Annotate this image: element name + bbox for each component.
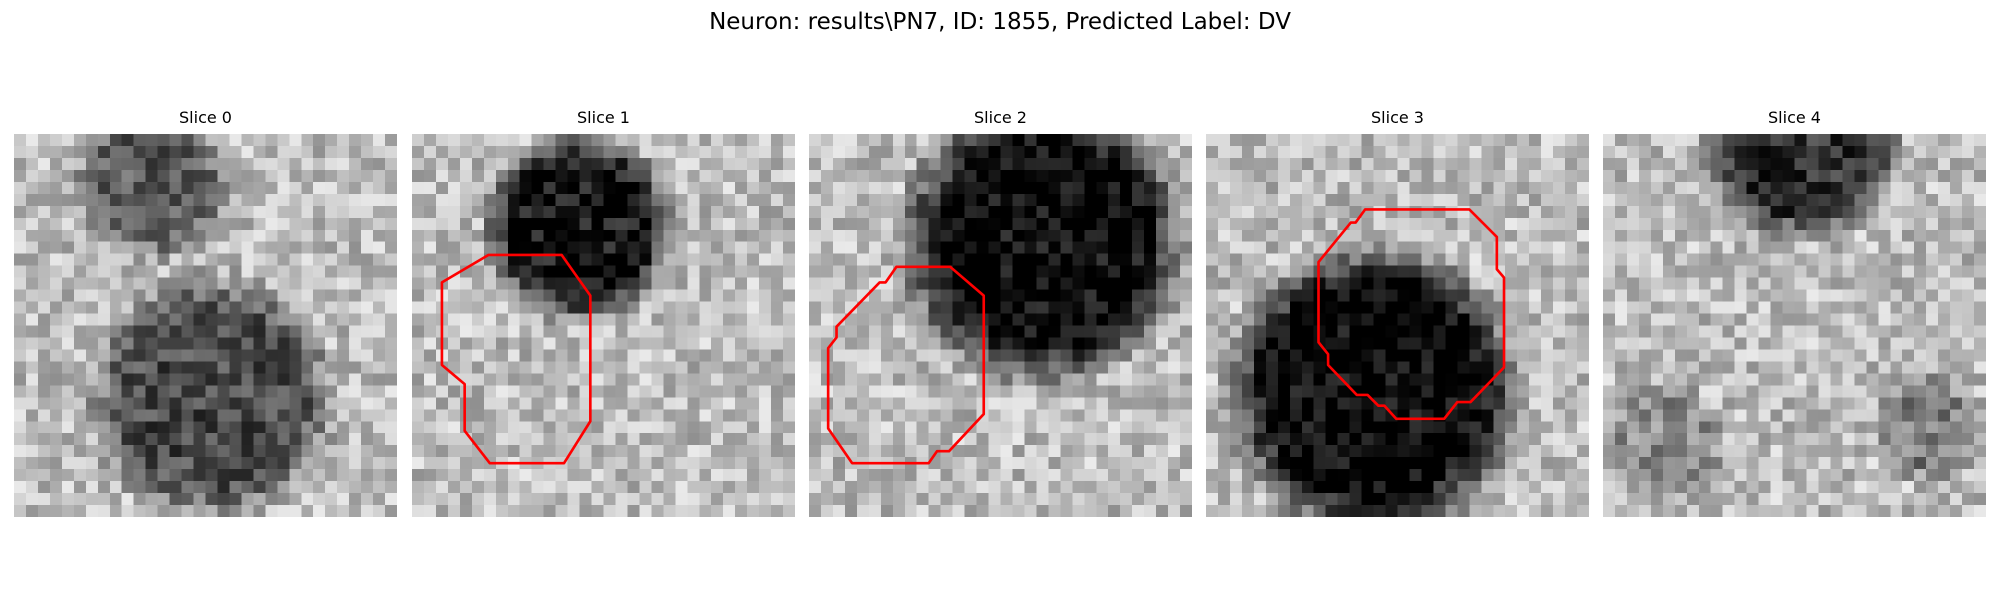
slice-panel-3: Slice 3 — [1206, 108, 1589, 517]
slice-image — [412, 134, 795, 517]
slice-image — [809, 134, 1192, 517]
figure-title: Neuron: results\PN7, ID: 1855, Predicted… — [709, 9, 1291, 35]
pixel-grid — [1603, 134, 1986, 517]
roi-contour — [826, 265, 986, 465]
slice-title: Slice 0 — [179, 108, 232, 127]
pixel-grid — [809, 134, 1192, 517]
slice-panel-0: Slice 0 — [14, 108, 397, 517]
slice-panel-1: Slice 1 — [412, 108, 795, 517]
slice-title: Slice 1 — [577, 108, 630, 127]
pixel-grid — [412, 134, 795, 517]
slice-title: Slice 2 — [974, 108, 1027, 127]
roi-contour — [440, 253, 592, 465]
slice-image — [1603, 134, 1986, 517]
slice-image — [14, 134, 397, 517]
slice-panel-4: Slice 4 — [1603, 108, 1986, 517]
slice-image — [1206, 134, 1589, 517]
pixel-grid — [1206, 134, 1589, 517]
pixel-grid — [14, 134, 397, 517]
slice-title: Slice 3 — [1371, 108, 1424, 127]
slice-title: Slice 4 — [1768, 108, 1821, 127]
roi-contour — [1317, 208, 1506, 421]
slice-panel-2: Slice 2 — [809, 108, 1192, 517]
